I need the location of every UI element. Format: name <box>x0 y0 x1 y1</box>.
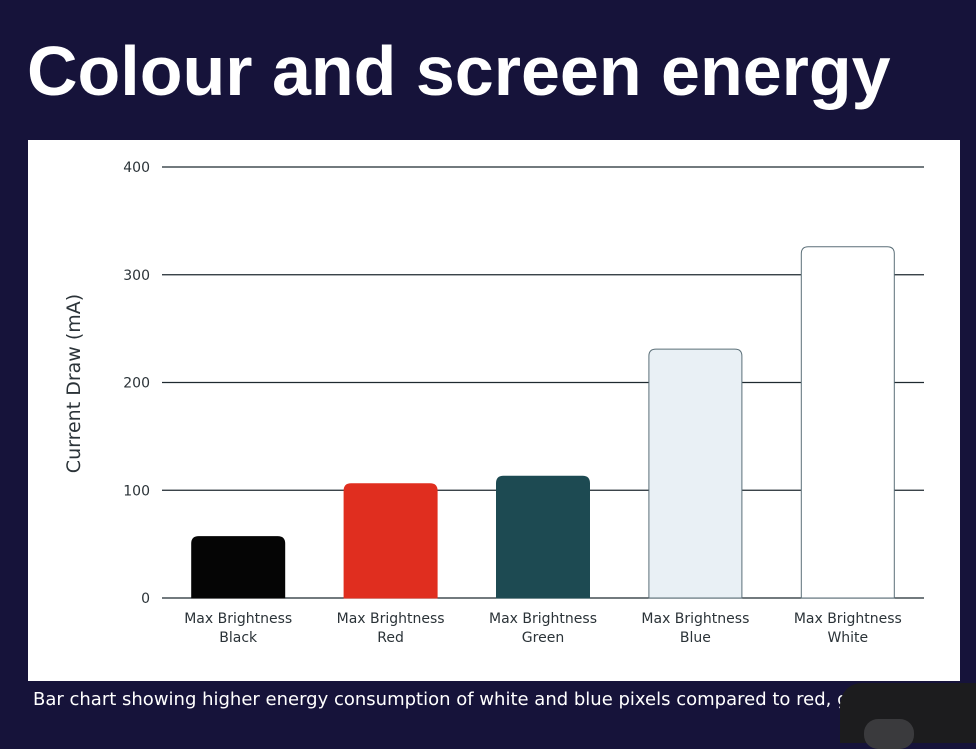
y-axis-ticks: 0 100 200 300 400 <box>123 160 150 607</box>
bar-black <box>191 536 286 599</box>
x-tick-label: Max Brightness <box>641 611 749 627</box>
caption: Bar chart showing higher energy consumpt… <box>33 689 867 710</box>
x-tick-label: Green <box>522 630 564 646</box>
x-tick-label: Max Brightness <box>337 611 445 627</box>
gridlines <box>162 166 924 599</box>
y-tick-label: 200 <box>123 376 150 392</box>
bar-green <box>496 475 590 599</box>
y-tick-label: 0 <box>141 591 150 607</box>
bar-red <box>343 483 438 599</box>
x-tick-label: Max Brightness <box>794 611 902 627</box>
y-tick-label: 100 <box>123 483 150 499</box>
y-tick-label: 300 <box>123 268 150 284</box>
x-tick-label: Blue <box>680 630 711 646</box>
chart-panel: 0 100 200 300 400 Max Brightness Black Max Bri… <box>28 140 960 681</box>
x-tick-label: White <box>827 630 868 646</box>
slide-title: Colour and screen energy <box>27 32 891 110</box>
control-button[interactable] <box>864 719 914 749</box>
bars <box>191 246 895 599</box>
y-axis-label: Current Draw (mA) <box>63 294 85 473</box>
bar-white <box>800 246 895 599</box>
x-tick-label: Max Brightness <box>489 611 597 627</box>
y-tick-label: 400 <box>123 160 150 176</box>
bar-blue <box>648 348 743 599</box>
x-tick-label: Red <box>377 630 404 646</box>
x-tick-label: Black <box>219 630 258 646</box>
x-axis-labels: Max Brightness Black Max Brightness Red Max … <box>184 611 902 646</box>
x-tick-label: Max Brightness <box>184 611 292 627</box>
